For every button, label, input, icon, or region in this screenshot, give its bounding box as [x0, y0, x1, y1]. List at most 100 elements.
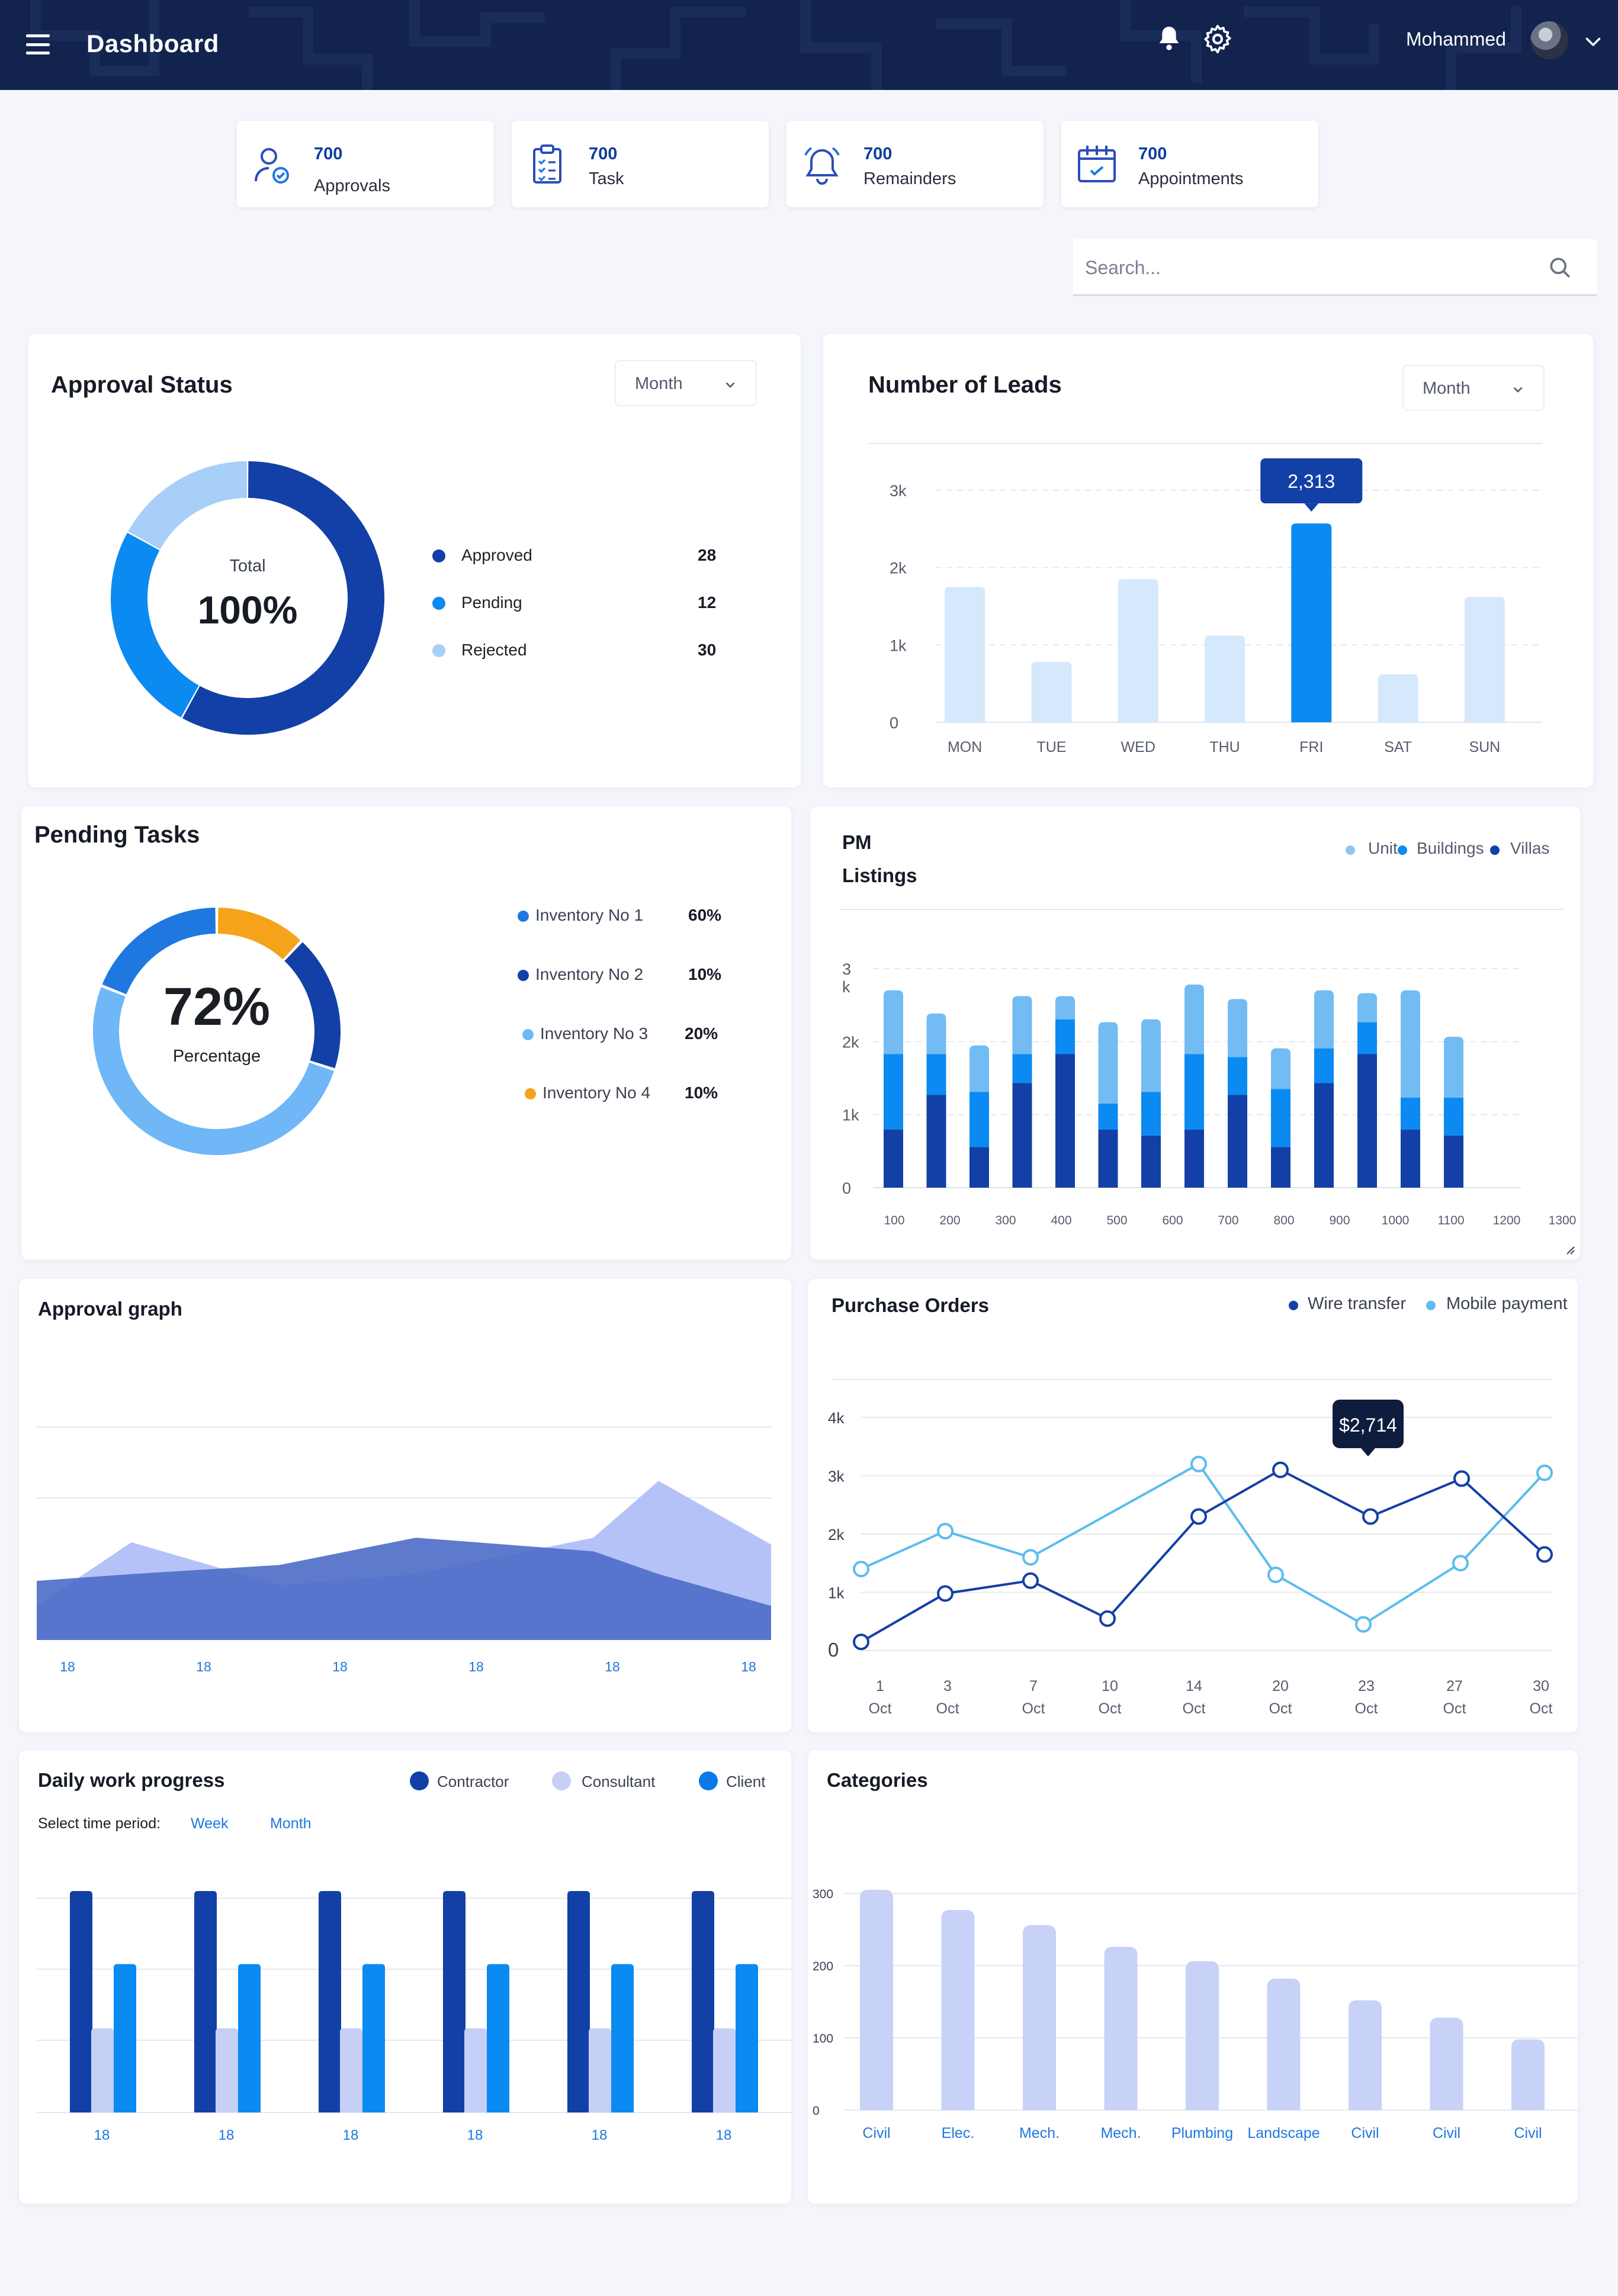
bar-segment-unit	[884, 990, 903, 1054]
donut-segment	[284, 942, 341, 1069]
y-tick-label: 0	[842, 1179, 851, 1197]
user-name[interactable]: Mohammed	[1406, 28, 1506, 50]
search-input[interactable]	[1085, 252, 1535, 283]
approval-status-card: Approval Status Month Total 100% Approve…	[28, 334, 801, 787]
bar-category	[1023, 1925, 1056, 2110]
donut-center-value: 72%	[163, 977, 271, 1037]
donut-segment	[102, 908, 216, 995]
bar-fri	[1291, 523, 1332, 722]
x-tick-label: FRI	[1299, 739, 1323, 755]
categories-bar-chart: 0 100 200 300 Civil Elec. Mech. Mech. Plumbing La…	[813, 1887, 1578, 2141]
gear-icon[interactable]	[1201, 22, 1234, 56]
dropdown-value: Month	[1423, 379, 1471, 398]
bar-client	[362, 1964, 385, 2112]
bar-client	[238, 1964, 261, 2112]
x-tick-label: 18	[60, 1659, 75, 1674]
search-box[interactable]	[1073, 239, 1597, 296]
search-icon[interactable]	[1547, 255, 1573, 281]
bar-category	[1267, 1978, 1301, 2110]
x-tick-label: Oct	[936, 1700, 959, 1717]
stat-card-remainders[interactable]: 700 Remainders	[786, 121, 1044, 207]
x-tick-label: 1100	[1437, 1214, 1464, 1227]
x-tick-label: Civil	[862, 2125, 890, 2141]
x-tick-label: 18	[196, 1659, 211, 1674]
period-week-option[interactable]: Week	[191, 1815, 229, 1832]
x-tick-label: Oct	[1443, 1700, 1466, 1717]
y-tick-label: 0	[813, 2104, 820, 2118]
legend-label: Villas	[1510, 839, 1550, 857]
pending-tasks-card: Pending Tasks 72% Percentage Inventory N…	[21, 806, 791, 1260]
avatar[interactable]	[1530, 21, 1568, 59]
bar-segment-buildings	[1098, 1103, 1118, 1130]
donut-segment	[217, 908, 301, 960]
month-dropdown[interactable]: Month	[615, 360, 757, 406]
bar-consultant	[464, 2028, 487, 2112]
y-tick-label: 1k	[842, 1107, 859, 1124]
legend-value: 60%	[688, 906, 722, 924]
categories-card: Categories 0 100 200 300 Civil Elec. Mech. Mech…	[808, 1750, 1578, 2204]
x-tick-label: 18	[332, 1659, 348, 1674]
data-point	[1536, 1546, 1553, 1563]
stat-card-approvals[interactable]: 700 Approvals	[237, 121, 494, 207]
bar-segment-villas	[1141, 1135, 1161, 1188]
bar-category	[941, 1910, 975, 2110]
bar-category	[1430, 2017, 1463, 2110]
bar-segment-villas	[1444, 1135, 1463, 1188]
x-tick-label: Civil	[1351, 2125, 1379, 2141]
bar-segment-unit	[1401, 990, 1420, 1098]
bar-segment-buildings	[1184, 1054, 1204, 1130]
purchase-orders-card: Purchase Orders Wire transfer Mobile paym…	[808, 1279, 1578, 1732]
card-title: PM	[842, 831, 872, 853]
y-tick-label: 1k	[890, 636, 907, 654]
data-point	[1190, 1508, 1207, 1525]
bar-segment-unit	[969, 1045, 989, 1092]
stat-value: 700	[1138, 144, 1167, 163]
y-tick-label: 100	[813, 2032, 833, 2046]
stat-card-appointments[interactable]: 700 Appointments	[1061, 121, 1318, 207]
data-point	[853, 1561, 869, 1578]
legend-label: Client	[726, 1773, 766, 1790]
legend-dot	[525, 1088, 536, 1099]
daily-work-bar-chart: 18 18 18 18 18 18	[37, 1891, 791, 2143]
legend-label: Unit	[1368, 839, 1398, 857]
data-point	[937, 1523, 954, 1540]
bar-client	[114, 1964, 136, 2112]
bar-segment-buildings	[1401, 1098, 1420, 1130]
tooltip-value: $2,714	[1339, 1414, 1397, 1436]
x-tick-label: 18	[605, 1659, 620, 1674]
data-point	[1536, 1464, 1553, 1481]
legend-label: Approved	[461, 546, 532, 564]
bar-category	[1349, 2000, 1382, 2110]
bar-segment-unit	[1055, 996, 1075, 1020]
x-tick-label: THU	[1209, 739, 1240, 755]
x-tick-label: 18	[343, 2127, 359, 2143]
x-tick-label: Landscape	[1247, 2125, 1320, 2141]
page-title: Dashboard	[86, 30, 219, 57]
bar-segment-buildings	[969, 1092, 989, 1147]
x-tick-label: 30	[1533, 1678, 1549, 1694]
menu-icon[interactable]	[26, 34, 50, 54]
bar-client	[487, 1964, 509, 2112]
bar-sun	[1464, 597, 1505, 722]
bar-contractor	[443, 1891, 466, 2112]
bell-icon[interactable]	[1152, 22, 1186, 56]
data-point	[853, 1633, 869, 1651]
stat-card-task[interactable]: 700 Task	[512, 121, 769, 207]
y-tick-label: 2k	[890, 559, 907, 577]
donut-segment-pending	[111, 532, 200, 718]
bar-segment-villas	[1012, 1083, 1032, 1188]
month-dropdown[interactable]: Month	[1402, 365, 1545, 411]
card-title: Approval graph	[38, 1298, 182, 1320]
x-tick-label: TUE	[1036, 739, 1066, 755]
y-tick-label: 1k	[828, 1584, 845, 1602]
resize-handle-icon[interactable]	[1564, 1243, 1575, 1255]
x-tick-label: 18	[592, 2127, 608, 2143]
bar-segment-villas	[969, 1147, 989, 1188]
card-title: Number of Leads	[868, 372, 1062, 398]
bar-thu	[1205, 635, 1245, 722]
chevron-down-icon[interactable]	[1582, 31, 1604, 52]
x-tick-label: 18	[94, 2127, 110, 2143]
stat-label: Remainders	[863, 169, 956, 188]
period-month-option[interactable]: Month	[270, 1815, 312, 1832]
bar-segment-unit	[1184, 984, 1204, 1054]
